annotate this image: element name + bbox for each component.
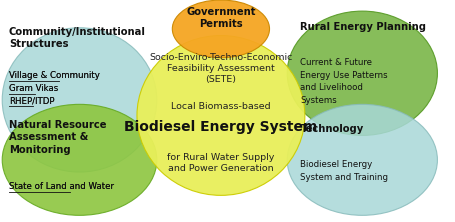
Text: Rural Energy Planning: Rural Energy Planning bbox=[300, 22, 426, 32]
Ellipse shape bbox=[287, 11, 437, 135]
Text: Biodiesel Energy: Biodiesel Energy bbox=[300, 160, 373, 169]
Text: for Rural Water Supply
and Power Generation: for Rural Water Supply and Power Generat… bbox=[167, 153, 275, 173]
Text: Technology: Technology bbox=[300, 124, 364, 134]
Text: Current & Future: Current & Future bbox=[300, 58, 373, 67]
Text: Socio-Enviro-Techno-Economic
Feasibility Assessment
(SETE): Socio-Enviro-Techno-Economic Feasibility… bbox=[149, 53, 293, 85]
Ellipse shape bbox=[137, 36, 305, 195]
Text: Community/Institutional
Structures: Community/Institutional Structures bbox=[9, 27, 146, 49]
Text: Government
Permits: Government Permits bbox=[186, 7, 256, 29]
Text: Local Biomass-based: Local Biomass-based bbox=[171, 102, 271, 111]
Text: and Livelihood: and Livelihood bbox=[300, 83, 364, 93]
Text: Energy Use Patterns: Energy Use Patterns bbox=[300, 71, 388, 80]
Text: Systems: Systems bbox=[300, 96, 337, 105]
Text: State of Land and Water: State of Land and Water bbox=[9, 182, 114, 191]
Text: RHEP/ITDP: RHEP/ITDP bbox=[9, 97, 54, 106]
Text: Biodiesel Energy System: Biodiesel Energy System bbox=[124, 120, 318, 134]
Ellipse shape bbox=[287, 104, 437, 215]
Ellipse shape bbox=[2, 104, 157, 215]
Text: Village & Community: Village & Community bbox=[9, 71, 100, 80]
Ellipse shape bbox=[172, 0, 269, 58]
Text: RHEP/ITDP: RHEP/ITDP bbox=[9, 97, 54, 106]
Text: Gram Vikas: Gram Vikas bbox=[9, 84, 58, 93]
Text: Gram Vikas: Gram Vikas bbox=[9, 84, 58, 93]
Ellipse shape bbox=[2, 28, 157, 172]
Text: Village & Community: Village & Community bbox=[9, 71, 100, 80]
Text: Natural Resource
Assessment &
Monitoring: Natural Resource Assessment & Monitoring bbox=[9, 120, 106, 155]
Text: System and Training: System and Training bbox=[300, 173, 389, 182]
Text: State of Land and Water: State of Land and Water bbox=[9, 182, 114, 191]
